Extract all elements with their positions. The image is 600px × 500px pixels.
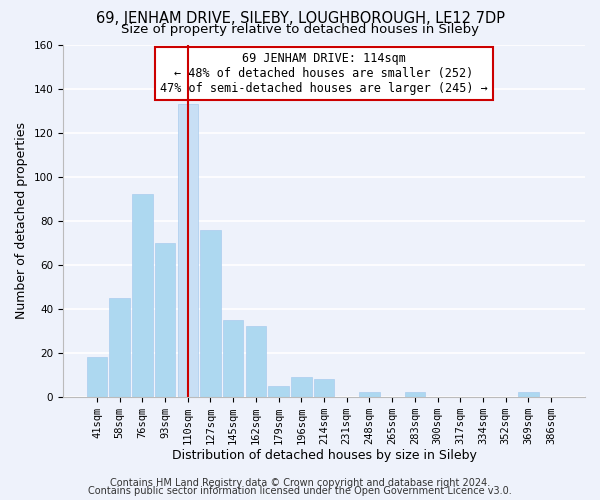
Bar bbox=[132, 194, 152, 396]
Text: 69 JENHAM DRIVE: 114sqm
← 48% of detached houses are smaller (252)
47% of semi-d: 69 JENHAM DRIVE: 114sqm ← 48% of detache… bbox=[160, 52, 488, 95]
Text: Size of property relative to detached houses in Sileby: Size of property relative to detached ho… bbox=[121, 22, 479, 36]
Bar bbox=[155, 243, 175, 396]
Bar bbox=[178, 104, 198, 397]
Bar bbox=[359, 392, 380, 396]
Bar bbox=[268, 386, 289, 396]
Bar bbox=[87, 357, 107, 397]
Bar bbox=[109, 298, 130, 396]
Text: 69, JENHAM DRIVE, SILEBY, LOUGHBOROUGH, LE12 7DP: 69, JENHAM DRIVE, SILEBY, LOUGHBOROUGH, … bbox=[95, 11, 505, 26]
Bar bbox=[223, 320, 244, 396]
Bar bbox=[314, 379, 334, 396]
Bar bbox=[200, 230, 221, 396]
X-axis label: Distribution of detached houses by size in Sileby: Distribution of detached houses by size … bbox=[172, 450, 476, 462]
Bar bbox=[404, 392, 425, 396]
Bar bbox=[291, 377, 311, 396]
Y-axis label: Number of detached properties: Number of detached properties bbox=[15, 122, 28, 320]
Bar bbox=[518, 392, 539, 396]
Text: Contains public sector information licensed under the Open Government Licence v3: Contains public sector information licen… bbox=[88, 486, 512, 496]
Bar bbox=[245, 326, 266, 396]
Text: Contains HM Land Registry data © Crown copyright and database right 2024.: Contains HM Land Registry data © Crown c… bbox=[110, 478, 490, 488]
